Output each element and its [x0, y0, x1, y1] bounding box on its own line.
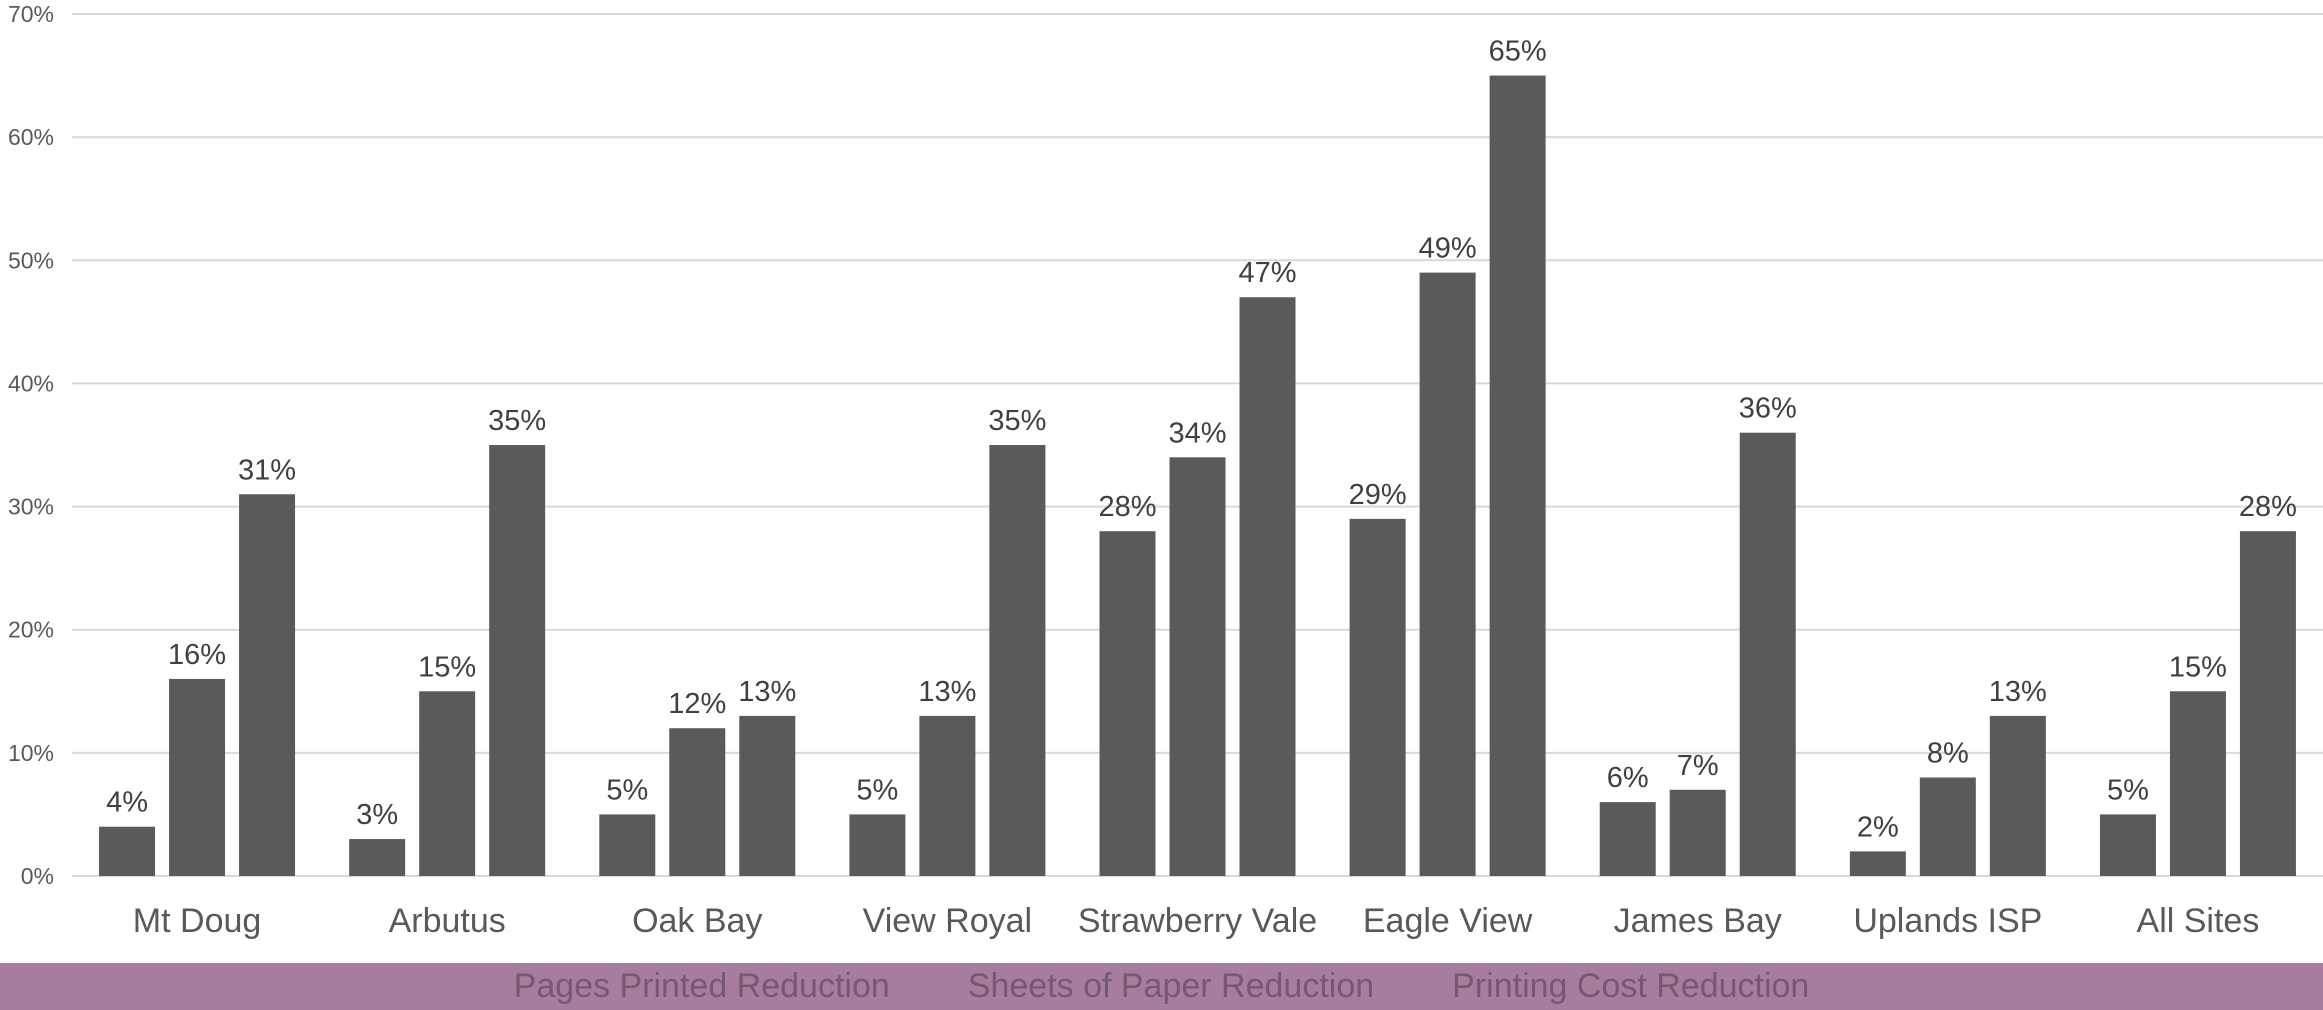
legend-item-printing-cost: Printing Cost Reduction: [1452, 967, 1810, 1005]
data-label: 15%: [2169, 651, 2227, 683]
x-tick-label: Mt Doug: [133, 902, 262, 940]
data-label: 12%: [668, 688, 726, 720]
data-label: 13%: [738, 676, 796, 708]
data-label: 5%: [2107, 774, 2149, 806]
x-tick-label: Strawberry Vale: [1078, 902, 1317, 940]
bar-chart: 0% 10% 20% 30% 40% 50% 60% 70% 4% 16% 31% Mt Doug 3%…: [8, 1, 2323, 940]
bar: [2099, 814, 2156, 876]
bar: [489, 445, 546, 876]
y-tick-label: 50%: [8, 247, 54, 273]
bar: [2239, 531, 2296, 876]
bar: [1419, 272, 1476, 877]
bar: [1599, 802, 1656, 876]
x-tick-label: Uplands ISP: [1853, 902, 2042, 940]
data-label: 47%: [1238, 257, 1296, 289]
data-label: 49%: [1419, 233, 1477, 265]
data-label: 13%: [918, 676, 976, 708]
data-label: 6%: [1607, 762, 1649, 794]
data-label: 15%: [418, 651, 476, 683]
y-tick-label: 20%: [8, 617, 54, 643]
x-tick-label: View Royal: [863, 902, 1032, 940]
bar: [1349, 518, 1406, 876]
bar: [1169, 457, 1226, 876]
legend-item-pages-printed: Pages Printed Reduction: [513, 967, 890, 1005]
legend-item-sheets-of-paper: Sheets of Paper Reduction: [967, 967, 1375, 1005]
data-label: 7%: [1677, 750, 1719, 782]
data-label: 28%: [2239, 491, 2297, 523]
bar: [419, 691, 476, 876]
bar: [2169, 691, 2226, 876]
x-tick-label: All Sites: [2137, 902, 2260, 940]
bar: [1849, 851, 1906, 876]
data-label: 34%: [1168, 417, 1226, 449]
data-label: 3%: [356, 799, 398, 831]
bar: [1989, 715, 2046, 876]
data-label: 4%: [106, 787, 148, 819]
bar: [1239, 297, 1296, 876]
data-label: 5%: [606, 774, 648, 806]
bar: [739, 715, 796, 876]
x-tick-label: Arbutus: [389, 902, 506, 940]
y-tick-label: 60%: [8, 124, 54, 150]
legend: Pages Printed Reduction Sheets of Paper …: [0, 963, 2323, 1010]
y-tick-label: 10%: [8, 740, 54, 766]
bar: [599, 814, 656, 876]
data-label: 31%: [238, 454, 296, 486]
y-tick-label: 0%: [21, 863, 54, 889]
data-label: 65%: [1489, 36, 1547, 68]
bar: [919, 715, 976, 876]
bar: [349, 839, 406, 876]
data-label: 29%: [1349, 479, 1407, 511]
data-label: 5%: [856, 774, 898, 806]
y-tick-label: 30%: [8, 494, 54, 520]
bar: [1099, 531, 1156, 876]
x-tick-label: Oak Bay: [632, 902, 762, 940]
data-label: 35%: [988, 405, 1046, 437]
bar: [1489, 75, 1546, 877]
data-label: 2%: [1857, 811, 1899, 843]
y-tick-label: 70%: [8, 1, 54, 27]
data-label: 16%: [168, 639, 226, 671]
bar: [989, 445, 1046, 876]
data-label: 36%: [1739, 393, 1797, 425]
bar: [1739, 432, 1796, 876]
data-label: 35%: [488, 405, 546, 437]
bar: [239, 494, 296, 876]
bar: [849, 814, 906, 876]
data-label: 8%: [1927, 737, 1969, 769]
bar: [1669, 789, 1726, 876]
y-tick-label: 40%: [8, 370, 54, 396]
x-tick-label: Eagle View: [1363, 902, 1533, 940]
data-label: 13%: [1989, 676, 2047, 708]
bar: [1919, 777, 1976, 876]
x-tick-label: James Bay: [1614, 902, 1782, 940]
bar: [669, 728, 726, 876]
bar: [169, 678, 226, 876]
bar: [99, 826, 156, 876]
data-label: 28%: [1098, 491, 1156, 523]
